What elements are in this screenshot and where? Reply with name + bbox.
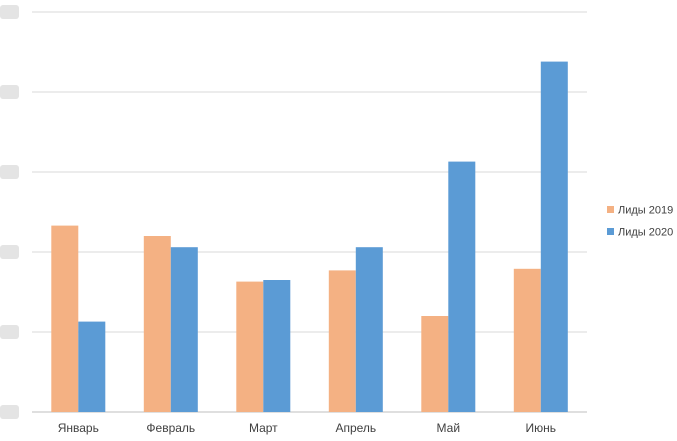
y-tick-label-cropped — [0, 165, 19, 179]
x-tick-label: Январь — [58, 421, 99, 435]
bar-lidy-2020-3 — [355, 247, 383, 412]
gridlines — [32, 11, 587, 413]
legend: Лиды 2019 Лиды 2020 — [607, 205, 673, 239]
bar-lidy-2020-5 — [540, 61, 568, 412]
y-axis-tick-labels — [0, 5, 19, 419]
legend-label: Лиды 2019 — [618, 205, 673, 217]
x-tick-label: Февраль — [146, 421, 195, 435]
bar-lidy-2019-2 — [236, 281, 264, 412]
y-tick-label-cropped — [0, 85, 19, 99]
bar-lidy-2019-0 — [51, 225, 79, 412]
x-tick-label: Апрель — [335, 421, 376, 435]
bar-lidy-2019-5 — [513, 268, 541, 412]
bars — [51, 61, 568, 412]
bar-lidy-2020-1 — [170, 247, 198, 412]
x-tick-label: Июнь — [526, 421, 557, 435]
bar-lidy-2019-4 — [421, 316, 449, 412]
x-axis-labels: Январь Февраль Март Апрель Май Июнь — [58, 421, 556, 435]
x-tick-label: Май — [437, 421, 461, 435]
bar-lidy-2020-0 — [78, 321, 106, 412]
bar-lidy-2020-2 — [263, 280, 291, 412]
y-tick-label-cropped — [0, 405, 19, 419]
bar-lidy-2019-1 — [143, 236, 171, 412]
legend-swatch — [607, 206, 614, 213]
legend-swatch — [607, 228, 614, 235]
y-tick-label-cropped — [0, 245, 19, 259]
x-tick-label: Март — [249, 421, 278, 435]
bar-lidy-2019-3 — [328, 270, 356, 412]
y-tick-label-cropped — [0, 5, 19, 19]
y-tick-label-cropped — [0, 325, 19, 339]
bar-lidy-2020-4 — [448, 161, 476, 412]
legend-label: Лиды 2020 — [618, 227, 673, 239]
